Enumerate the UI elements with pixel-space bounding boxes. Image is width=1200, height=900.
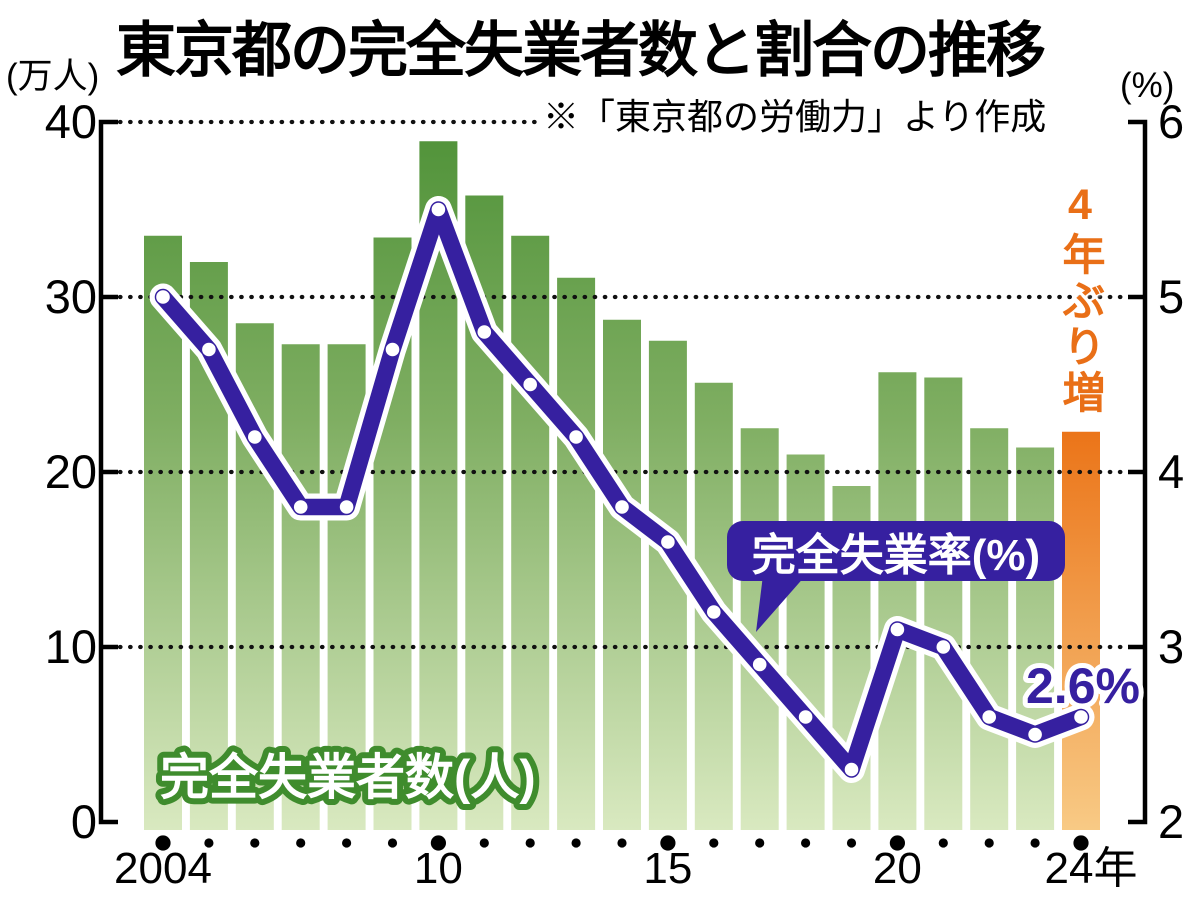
x-label-24年: 24年 — [1044, 844, 1138, 893]
chart-title: 東京都の完全失業者数と割合の推移 — [116, 17, 1046, 84]
year-dot-2010 — [430, 835, 446, 851]
x-label-15: 15 — [643, 844, 693, 893]
bar-2023 — [1016, 447, 1055, 830]
left-axis-unit: (万人) — [6, 57, 100, 96]
rate-point-2007 — [293, 500, 308, 514]
bar-2017 — [740, 428, 779, 830]
left-axis-tick-30: 30 — [44, 270, 97, 323]
rate-point-2010 — [431, 202, 446, 217]
rate-point-2004 — [156, 290, 170, 304]
line-series-callout: 完全失業率(%) — [727, 521, 1065, 581]
bar-2018 — [786, 454, 825, 830]
rate-point-2020 — [890, 622, 905, 637]
year-dot-2018 — [801, 838, 811, 848]
generated-chart-layers — [98, 119, 1148, 851]
right-axis-tick-4: 4 — [1158, 445, 1185, 498]
year-dot-2022 — [984, 838, 994, 848]
rate-point-2015 — [661, 535, 675, 549]
rate-point-2008 — [339, 500, 354, 514]
year-dot-2004 — [155, 835, 171, 851]
rate-point-2009 — [385, 342, 400, 357]
bar-2013 — [557, 277, 596, 830]
rate-point-2006 — [248, 430, 262, 444]
source-note: ※「東京都の労働力」より作成 — [543, 96, 1047, 137]
rate-point-2018 — [798, 710, 813, 724]
year-dot-2005 — [204, 838, 214, 848]
year-dot-2009 — [387, 838, 398, 848]
year-dot-2024 — [1073, 835, 1089, 851]
last-rate-value-label: 2.6% — [1026, 658, 1140, 714]
rate-point-2024 — [1074, 710, 1088, 724]
year-dot-2011 — [479, 838, 489, 848]
line-series-label: 完全失業率(%) — [751, 531, 1041, 580]
year-dot-2015 — [660, 835, 676, 851]
year-dot-2019 — [846, 838, 857, 848]
rate-point-2016 — [707, 605, 721, 619]
rate-point-2017 — [752, 657, 767, 672]
year-dot-2016 — [709, 838, 719, 848]
bar-2020 — [878, 372, 917, 830]
rate-point-2022 — [982, 710, 996, 724]
year-dot-2021 — [938, 838, 948, 848]
x-label-10: 10 — [413, 844, 463, 893]
bar-2024 — [1062, 431, 1100, 830]
year-dot-2014 — [617, 838, 627, 848]
highlight-annotation: 4年ぶり増 — [1056, 181, 1104, 416]
bar-2007 — [281, 344, 320, 830]
right-axis-unit: (%) — [1120, 66, 1175, 105]
left-axis-tick-10: 10 — [44, 620, 97, 673]
bar-series-label: 完全失業者数(人) — [160, 750, 536, 805]
right-axis-tick-3: 3 — [1158, 620, 1185, 673]
rate-point-2021 — [936, 640, 951, 654]
year-dot-2007 — [296, 838, 306, 848]
year-dot-2017 — [755, 838, 765, 848]
left-axis-tick-40: 40 — [44, 95, 97, 148]
x-label-20: 20 — [872, 844, 922, 893]
rate-point-2014 — [615, 500, 629, 514]
rate-point-2012 — [523, 377, 537, 392]
year-dot-2020 — [889, 835, 906, 851]
left-axis-tick-0: 0 — [70, 795, 97, 848]
speech-bubble-tail — [756, 575, 806, 632]
year-dot-2008 — [342, 838, 352, 848]
right-axis-tick-2: 2 — [1158, 795, 1185, 848]
right-axis-tick-6: 6 — [1158, 95, 1185, 148]
left-axis-tick-20: 20 — [44, 445, 97, 498]
rate-point-2023 — [1028, 727, 1042, 742]
rate-point-2013 — [569, 430, 583, 444]
bar-2012 — [511, 235, 550, 830]
year-dot-2013 — [571, 838, 581, 848]
x-label-2004: 2004 — [114, 844, 212, 893]
rate-point-2011 — [477, 325, 492, 339]
rate-point-2019 — [844, 762, 859, 777]
bar-2022 — [970, 428, 1009, 830]
bar-2021 — [924, 377, 963, 830]
year-dot-2012 — [525, 838, 535, 848]
right-axis-tick-5: 5 — [1158, 270, 1185, 323]
bar-2004 — [144, 235, 182, 830]
year-dot-2006 — [250, 838, 260, 848]
rate-point-2005 — [202, 342, 216, 357]
bar-2014 — [603, 319, 641, 830]
year-dot-2023 — [1030, 838, 1040, 848]
